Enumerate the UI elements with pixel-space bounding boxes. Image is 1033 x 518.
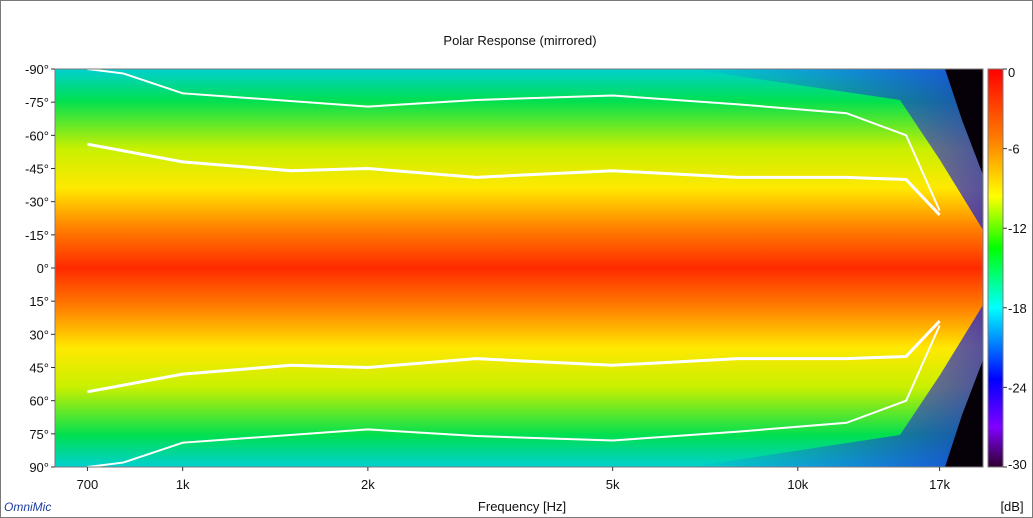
- y-tick-label: 75°: [29, 427, 49, 442]
- chart-title: Polar Response (mirrored): [443, 33, 596, 48]
- y-tick-label: 60°: [29, 394, 49, 409]
- x-tick-label: 700: [77, 477, 99, 492]
- x-tick-label: 5k: [606, 477, 620, 492]
- contour-minus12db-upper: [87, 68, 941, 211]
- x-axis-label: Frequency [Hz]: [478, 499, 566, 514]
- y-tick-label: -15°: [25, 228, 49, 243]
- y-tick-label: 15°: [29, 294, 49, 309]
- colorbar-tick-label: 0: [1008, 65, 1015, 80]
- contour-minus12db-lower: [87, 325, 941, 468]
- x-tick-label: 17k: [929, 477, 950, 492]
- hf-rolloff-bottom: [690, 305, 983, 467]
- x-axis: 700 1k 2k 5k 10k 17k: [77, 467, 951, 492]
- y-tick-label: -75°: [25, 95, 49, 110]
- hf-rolloff-top: [690, 69, 983, 230]
- colorbar-unit-label: [dB]: [1000, 499, 1023, 514]
- heatmap-field: [55, 69, 983, 467]
- colorbar-tick-label: -12: [1008, 221, 1027, 236]
- hf-black-region-top: [945, 69, 983, 175]
- y-tick-label: 45°: [29, 361, 49, 376]
- contour-minus6db-lower: [87, 320, 941, 394]
- contour-minus6db-upper: [87, 142, 941, 216]
- y-axis: -90° -75° -60° -45° -30° -15° 0° 15° 30° 45° 60° 75…: [25, 62, 55, 475]
- colorbar-tick-label: -18: [1008, 301, 1027, 316]
- colorbar-tick-label: -30: [1008, 457, 1027, 472]
- colorbar-gradient: [987, 68, 1004, 468]
- y-tick-label: 0°: [37, 261, 49, 276]
- colorbar: 0 -6 -12 -18 -24 -30: [987, 65, 1027, 472]
- hf-black-region-bottom: [945, 360, 983, 467]
- y-tick-label: -60°: [25, 128, 49, 143]
- colorbar-tick-label: -6: [1008, 142, 1020, 157]
- y-tick-label: -45°: [25, 162, 49, 177]
- x-tick-label: 1k: [176, 477, 190, 492]
- x-tick-label: 10k: [787, 477, 808, 492]
- plot-area: [54, 68, 984, 468]
- omnimic-logo: OmniMic: [4, 500, 51, 514]
- y-tick-label: -90°: [25, 62, 49, 77]
- colorbar-tick-label: -24: [1008, 380, 1027, 395]
- y-tick-label: -30°: [25, 195, 49, 210]
- y-tick-label: 90°: [29, 460, 49, 475]
- x-tick-label: 2k: [361, 477, 375, 492]
- y-tick-label: 30°: [29, 327, 49, 342]
